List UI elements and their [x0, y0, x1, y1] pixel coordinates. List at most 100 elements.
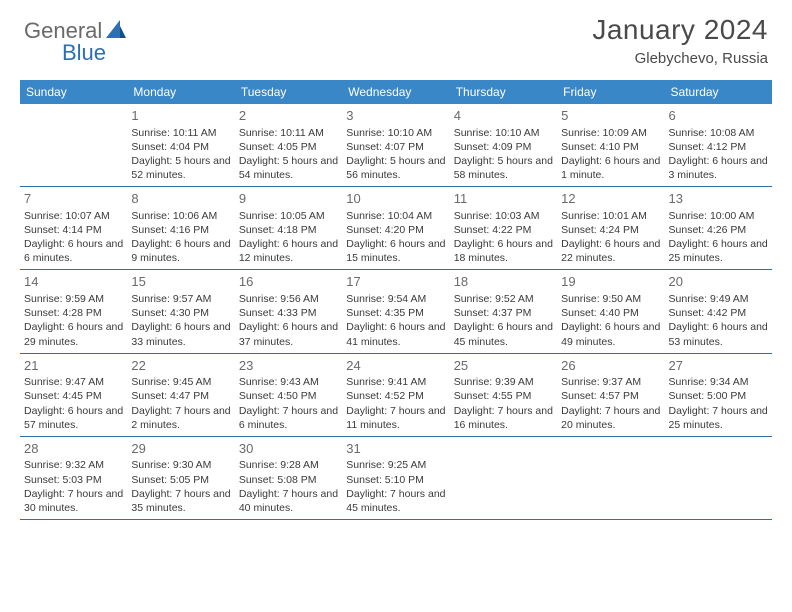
day-number: 19 [561, 273, 660, 291]
sunset-text: Sunset: 4:55 PM [454, 389, 553, 403]
sunset-text: Sunset: 4:45 PM [24, 389, 123, 403]
daylight-text: Daylight: 5 hours and 52 minutes. [131, 154, 230, 182]
day-cell [20, 104, 127, 186]
sunrise-text: Sunrise: 9:37 AM [561, 375, 660, 389]
daylight-text: Daylight: 6 hours and 6 minutes. [24, 237, 123, 265]
day-cell: 2Sunrise: 10:11 AMSunset: 4:05 PMDayligh… [235, 104, 342, 186]
month-title: January 2024 [592, 14, 768, 46]
daylight-text: Daylight: 7 hours and 45 minutes. [346, 487, 445, 515]
sunrise-text: Sunrise: 10:09 AM [561, 126, 660, 140]
day-cell: 3Sunrise: 10:10 AMSunset: 4:07 PMDayligh… [342, 104, 449, 186]
logo-triangle-icon [106, 20, 126, 43]
sunset-text: Sunset: 4:04 PM [131, 140, 230, 154]
day-cell: 28Sunrise: 9:32 AMSunset: 5:03 PMDayligh… [20, 437, 127, 519]
sunrise-text: Sunrise: 9:49 AM [669, 292, 768, 306]
sunset-text: Sunset: 5:08 PM [239, 473, 338, 487]
daylight-text: Daylight: 6 hours and 3 minutes. [669, 154, 768, 182]
day-cell: 10Sunrise: 10:04 AMSunset: 4:20 PMDaylig… [342, 187, 449, 269]
sunset-text: Sunset: 4:33 PM [239, 306, 338, 320]
sunset-text: Sunset: 4:42 PM [669, 306, 768, 320]
day-cell: 19Sunrise: 9:50 AMSunset: 4:40 PMDayligh… [557, 270, 664, 352]
week-row: 1Sunrise: 10:11 AMSunset: 4:04 PMDayligh… [20, 104, 772, 187]
day-cell: 30Sunrise: 9:28 AMSunset: 5:08 PMDayligh… [235, 437, 342, 519]
sunset-text: Sunset: 4:20 PM [346, 223, 445, 237]
daylight-text: Daylight: 5 hours and 54 minutes. [239, 154, 338, 182]
daylight-text: Daylight: 7 hours and 40 minutes. [239, 487, 338, 515]
daylight-text: Daylight: 6 hours and 25 minutes. [669, 237, 768, 265]
day-number: 21 [24, 357, 123, 375]
sunrise-text: Sunrise: 10:08 AM [669, 126, 768, 140]
daylight-text: Daylight: 7 hours and 11 minutes. [346, 404, 445, 432]
daylight-text: Daylight: 6 hours and 1 minute. [561, 154, 660, 182]
day-number: 15 [131, 273, 230, 291]
daylight-text: Daylight: 6 hours and 37 minutes. [239, 320, 338, 348]
sunrise-text: Sunrise: 10:10 AM [346, 126, 445, 140]
day-number: 17 [346, 273, 445, 291]
day-cell [665, 437, 772, 519]
sunset-text: Sunset: 4:57 PM [561, 389, 660, 403]
day-header-monday: Monday [127, 80, 234, 104]
day-cell: 20Sunrise: 9:49 AMSunset: 4:42 PMDayligh… [665, 270, 772, 352]
daylight-text: Daylight: 6 hours and 49 minutes. [561, 320, 660, 348]
sunset-text: Sunset: 4:35 PM [346, 306, 445, 320]
weeks-container: 1Sunrise: 10:11 AMSunset: 4:04 PMDayligh… [20, 104, 772, 520]
day-cell: 1Sunrise: 10:11 AMSunset: 4:04 PMDayligh… [127, 104, 234, 186]
sunset-text: Sunset: 4:05 PM [239, 140, 338, 154]
day-number: 13 [669, 190, 768, 208]
week-row: 28Sunrise: 9:32 AMSunset: 5:03 PMDayligh… [20, 437, 772, 520]
sunrise-text: Sunrise: 9:30 AM [131, 458, 230, 472]
sunrise-text: Sunrise: 9:34 AM [669, 375, 768, 389]
day-cell: 12Sunrise: 10:01 AMSunset: 4:24 PMDaylig… [557, 187, 664, 269]
day-number: 6 [669, 107, 768, 125]
day-cell: 14Sunrise: 9:59 AMSunset: 4:28 PMDayligh… [20, 270, 127, 352]
daylight-text: Daylight: 5 hours and 58 minutes. [454, 154, 553, 182]
day-number: 25 [454, 357, 553, 375]
day-cell: 8Sunrise: 10:06 AMSunset: 4:16 PMDayligh… [127, 187, 234, 269]
sunset-text: Sunset: 4:52 PM [346, 389, 445, 403]
day-header-wednesday: Wednesday [342, 80, 449, 104]
sunset-text: Sunset: 4:37 PM [454, 306, 553, 320]
day-header-friday: Friday [557, 80, 664, 104]
daylight-text: Daylight: 7 hours and 35 minutes. [131, 487, 230, 515]
day-number: 1 [131, 107, 230, 125]
daylight-text: Daylight: 7 hours and 16 minutes. [454, 404, 553, 432]
day-number: 8 [131, 190, 230, 208]
day-number: 26 [561, 357, 660, 375]
sunrise-text: Sunrise: 9:45 AM [131, 375, 230, 389]
daylight-text: Daylight: 6 hours and 29 minutes. [24, 320, 123, 348]
sunrise-text: Sunrise: 9:43 AM [239, 375, 338, 389]
sunrise-text: Sunrise: 9:59 AM [24, 292, 123, 306]
daylight-text: Daylight: 6 hours and 45 minutes. [454, 320, 553, 348]
day-number: 20 [669, 273, 768, 291]
day-number: 11 [454, 190, 553, 208]
day-number: 12 [561, 190, 660, 208]
day-number: 9 [239, 190, 338, 208]
daylight-text: Daylight: 6 hours and 53 minutes. [669, 320, 768, 348]
day-cell: 25Sunrise: 9:39 AMSunset: 4:55 PMDayligh… [450, 354, 557, 436]
sunset-text: Sunset: 5:00 PM [669, 389, 768, 403]
day-number: 30 [239, 440, 338, 458]
sunrise-text: Sunrise: 10:06 AM [131, 209, 230, 223]
sunset-text: Sunset: 4:28 PM [24, 306, 123, 320]
sunrise-text: Sunrise: 10:11 AM [131, 126, 230, 140]
day-cell: 5Sunrise: 10:09 AMSunset: 4:10 PMDayligh… [557, 104, 664, 186]
sunrise-text: Sunrise: 9:25 AM [346, 458, 445, 472]
sunset-text: Sunset: 4:24 PM [561, 223, 660, 237]
sunset-text: Sunset: 4:12 PM [669, 140, 768, 154]
day-cell: 31Sunrise: 9:25 AMSunset: 5:10 PMDayligh… [342, 437, 449, 519]
sunset-text: Sunset: 4:10 PM [561, 140, 660, 154]
day-header-tuesday: Tuesday [235, 80, 342, 104]
day-number: 27 [669, 357, 768, 375]
sunset-text: Sunset: 4:47 PM [131, 389, 230, 403]
sunrise-text: Sunrise: 10:11 AM [239, 126, 338, 140]
daylight-text: Daylight: 6 hours and 57 minutes. [24, 404, 123, 432]
daylight-text: Daylight: 6 hours and 12 minutes. [239, 237, 338, 265]
day-cell: 29Sunrise: 9:30 AMSunset: 5:05 PMDayligh… [127, 437, 234, 519]
day-cell [450, 437, 557, 519]
sunset-text: Sunset: 4:22 PM [454, 223, 553, 237]
day-cell: 18Sunrise: 9:52 AMSunset: 4:37 PMDayligh… [450, 270, 557, 352]
sunrise-text: Sunrise: 9:32 AM [24, 458, 123, 472]
day-cell: 17Sunrise: 9:54 AMSunset: 4:35 PMDayligh… [342, 270, 449, 352]
day-cell: 15Sunrise: 9:57 AMSunset: 4:30 PMDayligh… [127, 270, 234, 352]
day-number: 10 [346, 190, 445, 208]
